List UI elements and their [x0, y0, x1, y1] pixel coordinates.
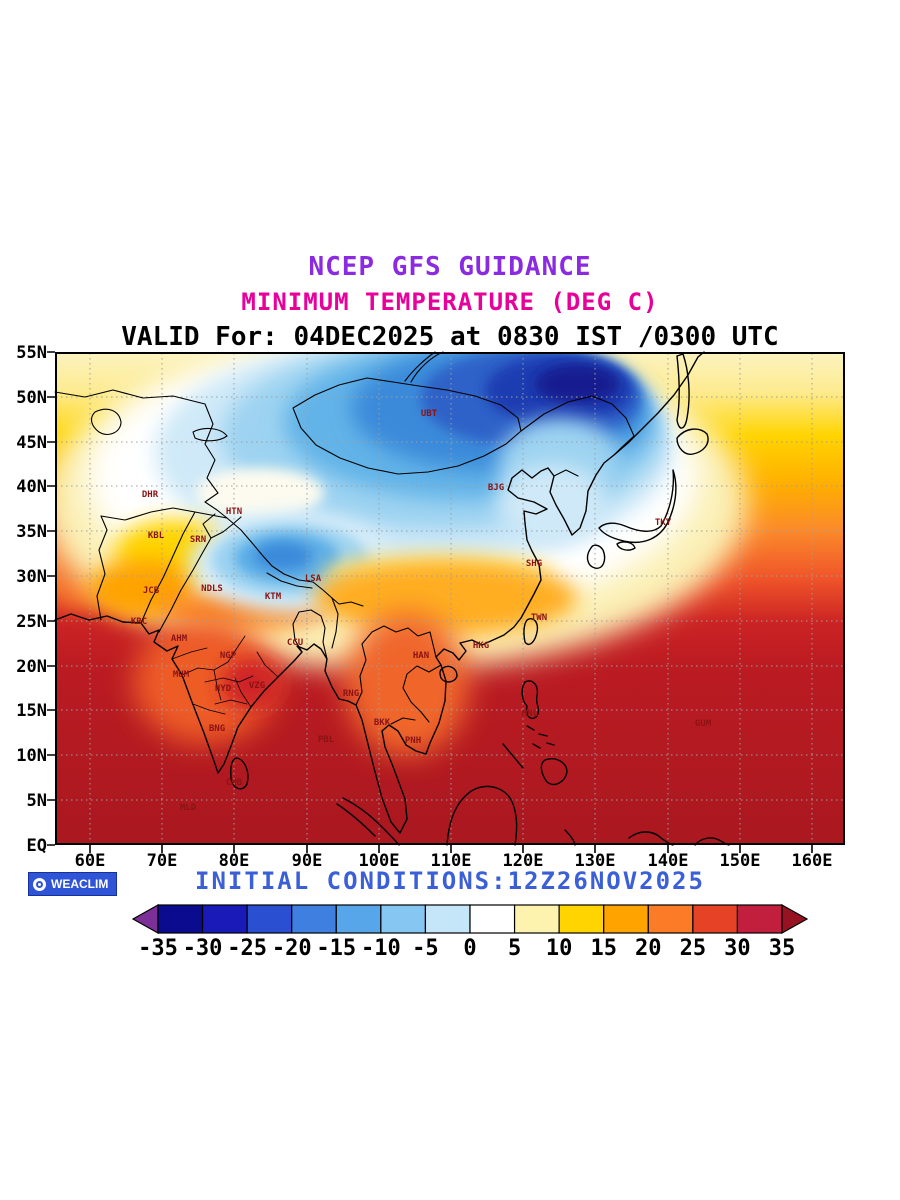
- lon-tick-label: 130E: [574, 851, 616, 871]
- colorbar-segment: [424, 904, 471, 934]
- lon-tick-label: 70E: [146, 851, 178, 871]
- colorbar-tick-label: 35: [768, 936, 796, 961]
- colorbar-tick-label: 10: [545, 936, 573, 961]
- colorbar-segment: [647, 904, 694, 934]
- lat-tick-label: 35N: [16, 522, 47, 542]
- lat-tick-label: 5N: [26, 791, 47, 811]
- temperature-field: [55, 352, 845, 845]
- lon-tick-label: 160E: [791, 851, 833, 871]
- temperature-map: [47, 351, 845, 853]
- axis-ticks: [47, 351, 813, 853]
- coastlines: [54, 351, 730, 846]
- chart-subtitle: MINIMUM TEMPERATURE (DEG C): [241, 288, 659, 316]
- colorbar-tick-label: -30: [182, 936, 223, 961]
- colorbar-segment: [692, 904, 739, 934]
- lat-tick-label: 15N: [16, 701, 47, 721]
- colorbar-tick-labels: -35 -30 -25 -20 -15 -10 -5 0 5 10 15 20 25 30 35: [132, 936, 808, 962]
- lon-tick-label: 110E: [430, 851, 472, 871]
- colorbar-segment: [335, 904, 382, 934]
- valid-time-line: VALID For: 04DEC2025 at 0830 IST /0300 U…: [121, 322, 779, 352]
- lat-tick-label: 20N: [16, 657, 47, 677]
- colorbar-tick-label: 0: [463, 936, 477, 961]
- colorbar-svg: [131, 903, 809, 935]
- lon-tick-label: 80E: [218, 851, 250, 871]
- colorbar-tick-label: -10: [360, 936, 401, 961]
- colorbar-segment: [201, 904, 248, 934]
- colorbar-segment: [513, 904, 560, 934]
- colorbar-tick-label: -15: [316, 936, 357, 961]
- colorbar-tick-label: 30: [724, 936, 751, 961]
- colorbar-tick-label: -5: [412, 936, 439, 961]
- lon-axis: 60E 70E 80E 90E 100E 110E 120E 130E 140E 150E 160E: [55, 851, 845, 873]
- lon-tick-label: 120E: [502, 851, 544, 871]
- colorbar-tick-label: -20: [271, 936, 312, 961]
- lat-tick-label: 40N: [16, 477, 47, 497]
- gridlines: [56, 353, 844, 844]
- weaclim-logo: WEACLIM: [28, 872, 118, 896]
- lat-tick-label: 45N: [16, 433, 47, 453]
- japan-coastline: [586, 353, 709, 569]
- colorbar-segment: [291, 904, 337, 934]
- colorbar-tick-label: 25: [679, 936, 707, 961]
- lat-tick-label: EQ: [26, 836, 47, 856]
- lon-tick-label: 150E: [719, 851, 761, 871]
- lat-tick-label: 30N: [16, 567, 47, 587]
- lat-tick-label: 25N: [16, 612, 47, 632]
- colorbar-segment: [157, 904, 204, 934]
- weaclim-logo-label: WEACLIM: [51, 877, 109, 891]
- colorbar-segment: [246, 904, 293, 934]
- colorbar-tick-label: -25: [227, 936, 268, 961]
- lon-tick-label: 90E: [291, 851, 323, 871]
- lat-tick-label: 50N: [16, 388, 47, 408]
- colorbar-segment: [380, 904, 427, 934]
- colorbar-tick-label: 15: [590, 936, 617, 961]
- lat-tick-label: 10N: [16, 746, 47, 766]
- islands-coastline: [230, 618, 730, 846]
- colorbar-segment: [469, 904, 516, 934]
- colorbar-tick-label: -35: [138, 936, 178, 961]
- colorbar-right-arrow: [781, 903, 809, 935]
- lat-axis: 55N 50N 45N 40N 35N 30N 25N 20N 15N 10N 5N EQ: [0, 343, 51, 856]
- colorbar-segment: [736, 904, 783, 934]
- colorbar-tick-label: 5: [507, 936, 522, 961]
- lon-tick-label: 60E: [74, 851, 106, 871]
- state-borders: [171, 635, 279, 715]
- lon-tick-label: 140E: [647, 851, 689, 871]
- colorbar-segment: [603, 904, 649, 934]
- colorbar-segment: [558, 904, 605, 934]
- country-borders: [54, 377, 635, 725]
- colorbar: [131, 903, 809, 935]
- chart-title: NCEP GFS GUIDANCE: [308, 252, 592, 282]
- lon-tick-label: 100E: [358, 851, 400, 871]
- initial-conditions-line: INITIAL CONDITIONS:12Z26NOV2025: [195, 867, 705, 895]
- lakes-outline: [90, 351, 444, 442]
- cyclone-icon: [33, 877, 46, 891]
- lat-tick-label: 55N: [16, 343, 47, 363]
- colorbar-tick-label: 20: [635, 936, 662, 961]
- mainland-coastline: [54, 351, 705, 834]
- map-frame: [55, 352, 845, 845]
- map-plot-area: [47, 351, 845, 853]
- colorbar-left-arrow: [131, 903, 159, 935]
